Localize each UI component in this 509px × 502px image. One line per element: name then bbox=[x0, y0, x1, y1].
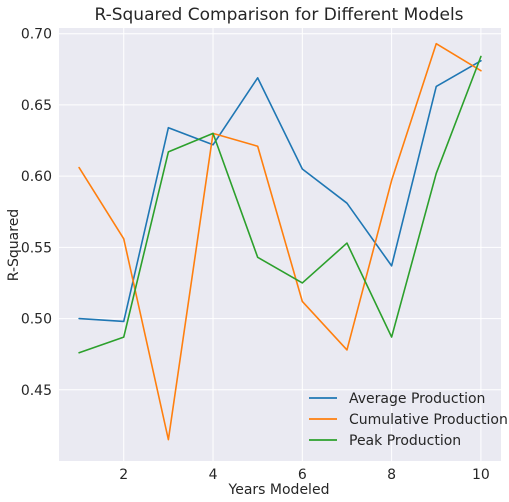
series-line-3 bbox=[78, 55, 482, 354]
legend-label: Average Production bbox=[349, 391, 485, 407]
legend: Average Production Cumulative Production P… bbox=[309, 391, 508, 449]
grid bbox=[59, 28, 501, 461]
x-tick-label: 6 bbox=[298, 467, 307, 483]
series-lines bbox=[78, 42, 482, 441]
legend-label: Peak Production bbox=[349, 433, 461, 449]
x-tick-label: 8 bbox=[387, 467, 396, 483]
chart-title: R-Squared Comparison for Different Model… bbox=[94, 5, 463, 25]
series-line-1 bbox=[78, 59, 482, 323]
series-line-2 bbox=[78, 42, 482, 441]
y-tick-label: 0.70 bbox=[21, 27, 52, 43]
y-tick-label: 0.55 bbox=[21, 240, 52, 256]
y-tick-label: 0.50 bbox=[21, 312, 52, 328]
x-tick-label: 4 bbox=[209, 467, 218, 483]
y-tick-label: 0.65 bbox=[21, 98, 52, 114]
x-tick-label: 10 bbox=[472, 467, 490, 483]
y-tick-label: 0.45 bbox=[21, 383, 52, 399]
y-axis-label: R-Squared bbox=[6, 209, 22, 281]
x-axis-label: Years Modeled bbox=[228, 482, 330, 498]
plot-area bbox=[59, 28, 501, 461]
legend-label: Cumulative Production bbox=[349, 412, 508, 428]
x-tick-label: 2 bbox=[119, 467, 128, 483]
tick-labels: 2 4 6 8 10 0.45 0.50 0.55 0.60 0.65 0.70 bbox=[21, 27, 490, 483]
y-tick-label: 0.60 bbox=[21, 169, 52, 185]
